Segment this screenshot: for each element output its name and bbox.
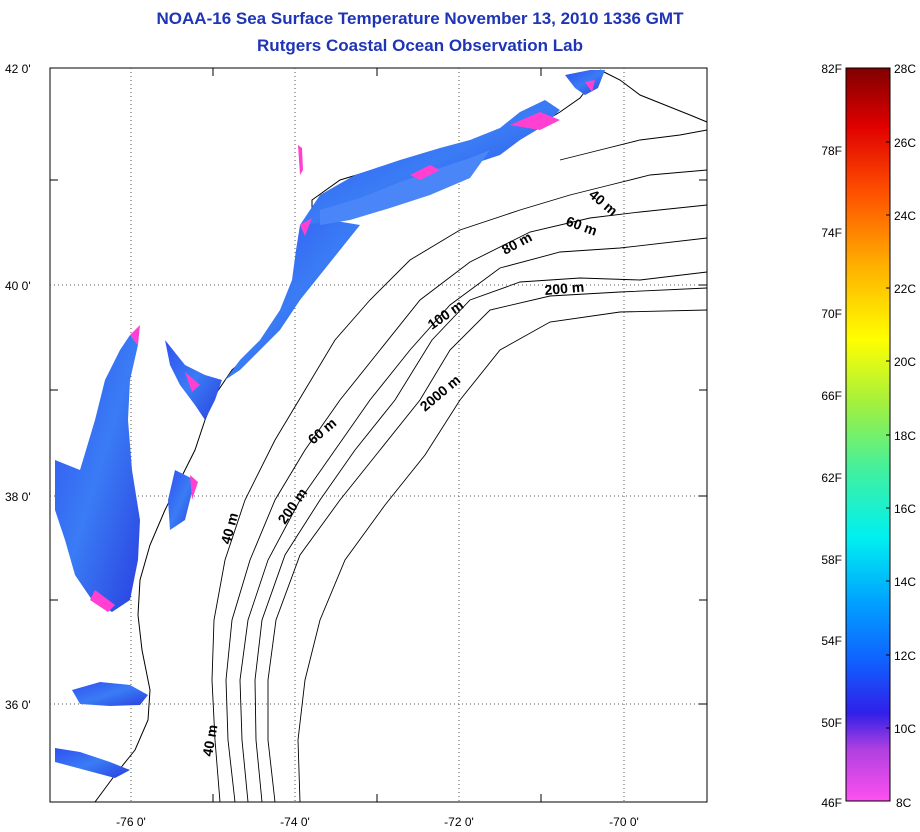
longitude-labels: -76 0' -74 0' -72 0' -70 0'	[116, 815, 639, 829]
depth-label: 40 m	[199, 723, 220, 757]
colorbar-c-label: 8C	[896, 796, 912, 810]
colorbar-f-label: 50F	[821, 716, 842, 730]
lon-label: -70 0'	[609, 815, 639, 829]
temperature-colorbar	[845, 67, 891, 802]
colorbar-c-label: 18C	[894, 429, 916, 443]
colorbar-f-label: 78F	[821, 144, 842, 158]
colorbar-c-label: 26C	[894, 136, 916, 150]
lat-label: 42 0'	[5, 62, 31, 76]
colorbar-c-label: 10C	[894, 722, 916, 736]
depth-label: 200 m	[544, 279, 585, 298]
colorbar-c-label: 14C	[894, 575, 916, 589]
colorbar-c-label: 28C	[894, 62, 916, 76]
colorbar-celsius-labels: 28C 26C 24C 22C 20C 18C 16C 14C 12C 10C …	[894, 62, 916, 810]
lon-label: -76 0'	[116, 815, 146, 829]
colorbar-f-label: 54F	[821, 634, 842, 648]
map-subtitle: Rutgers Coastal Ocean Observation Lab	[257, 36, 583, 55]
colorbar-fahrenheit-labels: 82F 78F 74F 70F 66F 62F 58F 54F 50F 46F	[821, 62, 842, 810]
bathymetry-contours	[211, 129, 708, 803]
lat-label: 38 0'	[5, 490, 31, 504]
colorbar-f-label: 62F	[821, 471, 842, 485]
colorbar-c-label: 12C	[894, 649, 916, 663]
lon-label: -72 0'	[444, 815, 474, 829]
tick-marks	[50, 68, 707, 802]
map-title: NOAA-16 Sea Surface Temperature November…	[156, 9, 684, 28]
latitude-labels: 42 0' 40 0' 38 0' 36 0'	[5, 62, 31, 712]
lat-label: 36 0'	[5, 698, 31, 712]
colorbar-c-label: 24C	[894, 209, 916, 223]
colorbar-c-label: 22C	[894, 282, 916, 296]
colorbar-c-label: 20C	[894, 355, 916, 369]
colorbar-c-label: 16C	[894, 502, 916, 516]
colorbar-f-label: 82F	[821, 62, 842, 76]
colorbar-f-label: 58F	[821, 553, 842, 567]
lon-label: -74 0'	[280, 815, 310, 829]
colorbar-f-label: 70F	[821, 307, 842, 321]
graticule	[50, 68, 707, 802]
lat-label: 40 0'	[5, 279, 31, 293]
colorbar-ticks	[886, 141, 890, 729]
colorbar-f-label: 46F	[821, 796, 842, 810]
colorbar-f-label: 74F	[821, 226, 842, 240]
sst-water-fills	[55, 70, 605, 778]
depth-label: 40 m	[217, 511, 241, 546]
colorbar-f-label: 66F	[821, 389, 842, 403]
